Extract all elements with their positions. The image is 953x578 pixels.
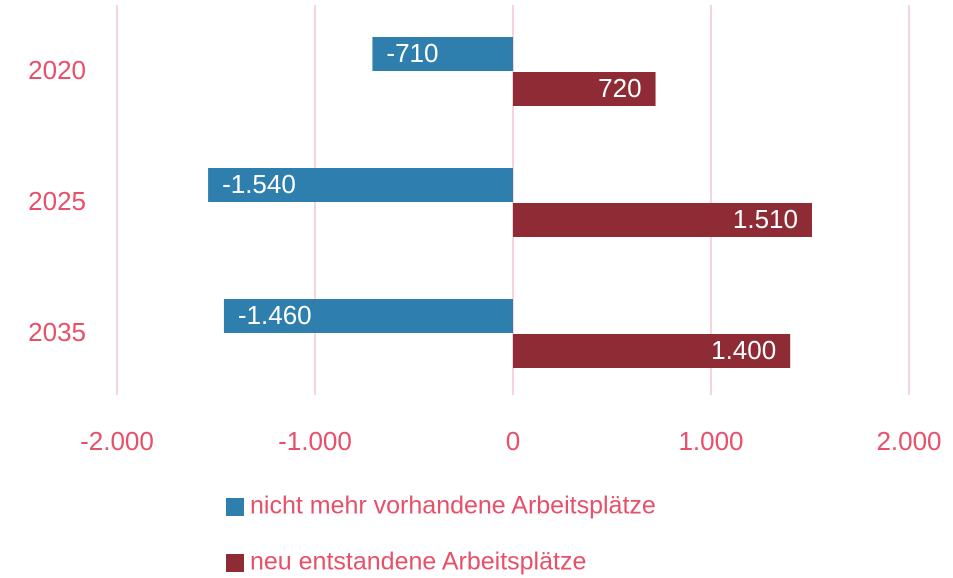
x-tick-label: 0 — [506, 426, 520, 456]
data-label: 720 — [598, 73, 641, 103]
data-label: 1.510 — [733, 204, 798, 234]
x-tick-label: 1.000 — [678, 426, 743, 456]
bar — [223, 299, 514, 333]
y-tick-label: 2025 — [28, 186, 86, 216]
legend-label: nicht mehr vorhandene Arbeitsplätze — [250, 492, 656, 520]
y-tick-label: 2035 — [28, 317, 86, 347]
legend-label: neu entstandene Arbeitsplätze — [250, 548, 586, 576]
bar — [372, 37, 513, 71]
x-tick-label: 2.000 — [876, 426, 941, 456]
bar — [513, 334, 791, 368]
data-label: -710 — [386, 38, 438, 68]
bar — [513, 72, 656, 106]
legend-swatch — [226, 498, 244, 516]
bar — [208, 168, 513, 202]
y-tick-label: 2020 — [28, 55, 86, 85]
data-label: -1.540 — [222, 169, 296, 199]
x-tick-label: -2.000 — [80, 426, 154, 456]
data-label: 1.400 — [711, 335, 776, 365]
legend-swatch — [226, 554, 244, 572]
x-tick-label: -1.000 — [278, 426, 352, 456]
data-label: -1.460 — [238, 300, 312, 330]
bar — [513, 203, 812, 237]
